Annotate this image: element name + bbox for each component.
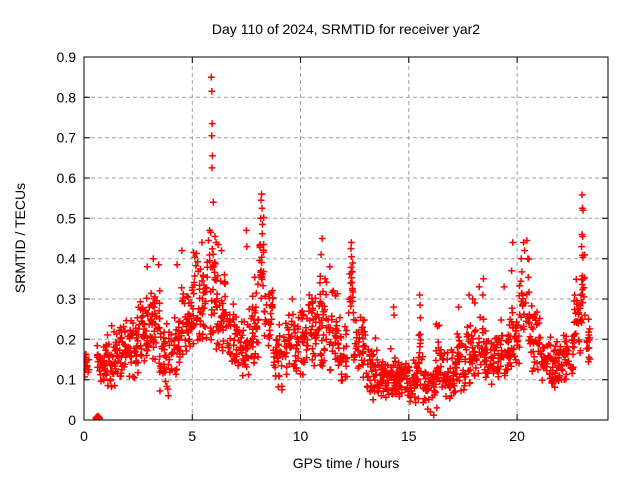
y-tick-label: 0.5 xyxy=(57,210,77,226)
scatter-points xyxy=(84,73,594,420)
axis-ticks xyxy=(83,56,608,421)
x-tick-label: 15 xyxy=(401,428,417,444)
chart-title: Day 110 of 2024, SRMTID for receiver yar… xyxy=(211,21,481,37)
y-tick-label: 0.6 xyxy=(57,170,77,186)
y-tick-label: 0.7 xyxy=(57,130,77,146)
x-tick-label: 5 xyxy=(188,428,196,444)
y-tick-label: 0.2 xyxy=(57,331,77,347)
y-tick-label: 0.1 xyxy=(57,372,77,388)
x-axis-label: GPS time / hours xyxy=(292,455,400,471)
y-axis-label: SRMTID / TECUs xyxy=(12,182,28,294)
y-tick-label: 0.8 xyxy=(57,89,77,105)
x-tick-label: 0 xyxy=(80,428,88,444)
plot-frame xyxy=(83,56,609,421)
x-tick-label: 10 xyxy=(293,428,309,444)
y-tick-label: 0.4 xyxy=(57,251,77,267)
x-tick-label: 20 xyxy=(509,428,525,444)
y-tick-label: 0.3 xyxy=(57,291,77,307)
y-tick-label: 0.9 xyxy=(57,49,77,65)
y-tick-label: 0 xyxy=(68,412,76,428)
